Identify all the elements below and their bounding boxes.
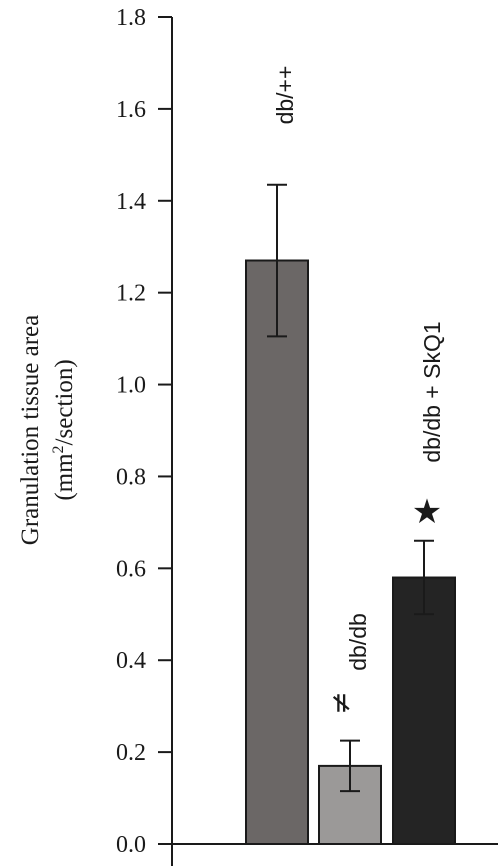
y-tick-label: 1.4 [116, 189, 146, 215]
y-tick-label: 0.2 [116, 740, 146, 766]
bar [245, 259, 309, 845]
y-axis-label-unit-pre: (mm [51, 453, 78, 501]
category-label: db/db [345, 613, 371, 671]
y-axis-label: Granulation tissue area (mm2/section) [17, 315, 78, 545]
significance-marker: ★ [412, 492, 442, 532]
y-tick-label: 0.4 [116, 648, 146, 674]
y-tick-label: 1.8 [116, 5, 146, 31]
y-axis-label-unit-sup: 2 [50, 445, 67, 453]
y-tick-label: 0.6 [116, 556, 146, 582]
y-axis-label-unit-post: /section) [51, 359, 78, 445]
y-axis-ticks: 0.0 0.2 0.4 0.6 0.8 1.0 1.2 1.4 1.6 1.8 [116, 5, 172, 858]
y-tick-label: 1.6 [116, 97, 146, 123]
category-label: db/++ [272, 66, 298, 125]
y-tick-label: 1.0 [116, 373, 146, 399]
category-label: db/db + SkQ1 [419, 321, 445, 462]
y-axis-label-line1: Granulation tissue area [17, 315, 44, 545]
bars-group: db/++ db/db db/db + SkQ1 ≠ ★ [245, 66, 456, 846]
y-tick-label: 0.8 [116, 464, 146, 490]
y-tick-label: 0.0 [116, 832, 146, 858]
y-axis-label-line2: (mm2/section) [50, 359, 78, 500]
y-tick-label: 1.2 [116, 281, 146, 307]
significance-marker: ≠ [324, 691, 357, 714]
bar [392, 576, 456, 845]
